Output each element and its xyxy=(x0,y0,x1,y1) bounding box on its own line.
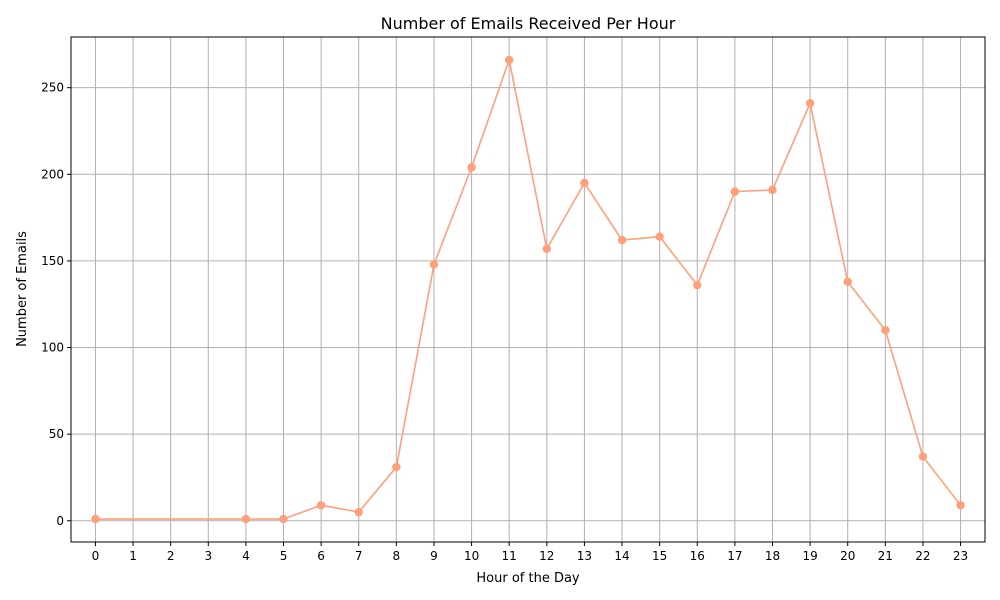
x-tick-label: 2 xyxy=(167,549,175,563)
data-point xyxy=(392,462,401,472)
data-point xyxy=(843,277,852,286)
y-tick-label: 0 xyxy=(56,514,64,528)
x-tick-label: 23 xyxy=(953,549,968,563)
x-tick-label: 11 xyxy=(502,549,517,563)
y-tick-label: 250 xyxy=(41,81,64,95)
data-point xyxy=(805,99,815,108)
data-point xyxy=(241,514,251,524)
x-axis-label: Hour of the Day xyxy=(476,571,580,586)
series-email-count xyxy=(91,55,965,524)
x-tick-label: 5 xyxy=(280,549,288,563)
data-point xyxy=(918,452,928,461)
x-tick-label: 17 xyxy=(727,549,742,563)
data-point xyxy=(580,178,589,188)
data-point xyxy=(730,187,740,196)
x-tick-label: 1 xyxy=(129,549,137,563)
x-tick-label: 3 xyxy=(204,549,212,563)
x-tick-label: 20 xyxy=(840,549,855,563)
x-axis-ticks: 0 1 2 3 4 5 6 7 8 9 10 11 12 13 14 15 16 17 18 19 20 21 22 23 xyxy=(92,542,968,563)
x-tick-label: 16 xyxy=(690,549,705,563)
x-tick-label: 13 xyxy=(577,549,592,563)
x-tick-label: 7 xyxy=(355,549,363,563)
data-point xyxy=(429,260,439,269)
y-axis-ticks: 0 50 100 150 200 250 xyxy=(41,81,71,528)
data-point xyxy=(617,235,627,245)
x-tick-label: 12 xyxy=(539,549,554,563)
data-point xyxy=(316,500,326,510)
data-point xyxy=(655,232,664,241)
y-tick-label: 150 xyxy=(41,254,64,268)
data-point xyxy=(504,55,514,65)
data-point xyxy=(467,163,476,172)
x-tick-label: 10 xyxy=(464,549,479,563)
plot-frame xyxy=(70,36,986,543)
x-tick-label: 9 xyxy=(430,549,438,563)
x-tick-label: 19 xyxy=(802,549,817,563)
y-tick-label: 100 xyxy=(41,341,64,355)
data-point xyxy=(956,500,965,510)
y-tick-label: 200 xyxy=(41,167,64,181)
data-point xyxy=(693,280,702,290)
data-point xyxy=(354,507,363,517)
x-tick-label: 4 xyxy=(242,549,250,563)
y-tick-label: 50 xyxy=(49,427,64,441)
x-tick-label: 18 xyxy=(765,549,780,563)
data-point xyxy=(881,326,890,335)
x-tick-label: 14 xyxy=(614,549,629,563)
x-tick-label: 15 xyxy=(652,549,667,563)
x-tick-label: 0 xyxy=(92,549,100,563)
y-axis-label: Number of Emails xyxy=(15,231,30,347)
data-point xyxy=(279,514,288,524)
data-point xyxy=(91,514,100,524)
data-point xyxy=(768,185,777,195)
data-point xyxy=(542,244,552,253)
x-tick-label: 22 xyxy=(915,549,930,563)
chart-title: Number of Emails Received Per Hour xyxy=(381,14,676,33)
x-tick-label: 21 xyxy=(878,549,893,563)
x-tick-label: 6 xyxy=(317,549,325,563)
x-tick-label: 8 xyxy=(393,549,401,563)
